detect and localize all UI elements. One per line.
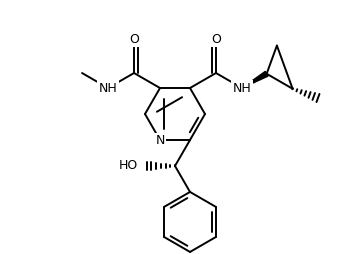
Text: O: O — [211, 33, 221, 46]
Text: NH: NH — [99, 82, 117, 94]
Text: NH: NH — [233, 82, 251, 94]
Text: O: O — [129, 33, 139, 46]
Text: N: N — [155, 134, 165, 148]
Polygon shape — [242, 71, 268, 88]
Text: HO: HO — [119, 160, 139, 172]
